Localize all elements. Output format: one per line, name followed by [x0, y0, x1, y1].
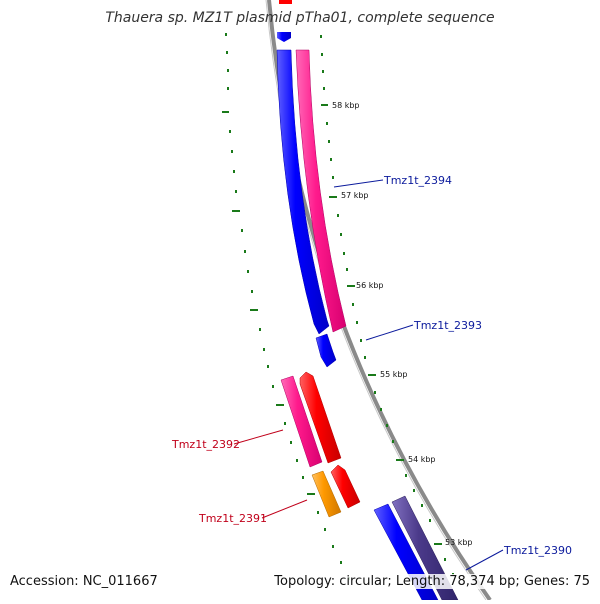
- leader-2394: [333, 179, 384, 188]
- scale-label-55: 55 kbp: [380, 370, 408, 379]
- scale-label-54: 54 kbp: [408, 455, 436, 464]
- gene-top-blue[interactable]: [277, 32, 291, 42]
- gene-pink-large[interactable]: [295, 49, 347, 333]
- scale-label-53: 53 kbp: [445, 538, 473, 547]
- gene-tmz1t-2392[interactable]: [299, 371, 342, 464]
- gene-label-2391[interactable]: Tmz1t_2391: [198, 512, 267, 525]
- scale-label-56: 56 kbp: [356, 281, 384, 290]
- leader-2390: [465, 549, 504, 571]
- scale-track: [320, 35, 454, 576]
- leader-2392: [233, 429, 284, 445]
- gene-pink-2392[interactable]: [280, 375, 323, 468]
- scale-label-58: 58 kbp: [332, 101, 360, 110]
- leader-2391: [261, 499, 308, 519]
- summary-text: Topology: circular; Length: 78,374 bp; G…: [274, 574, 590, 589]
- leader-2393: [365, 324, 414, 341]
- scale-label-57: 57 kbp: [341, 191, 369, 200]
- gene-label-2390[interactable]: Tmz1t_2390: [503, 544, 572, 557]
- gene-tmz1t-2394[interactable]: [276, 49, 330, 335]
- gene-label-2392[interactable]: Tmz1t_2392: [171, 438, 240, 451]
- accession-text: Accession: NC_011667: [10, 574, 158, 589]
- map-title: Thauera sp. MZ1T plasmid pTha01, complet…: [105, 10, 495, 26]
- gene-top-red[interactable]: [279, 0, 292, 4]
- gene-tmz1t-2391[interactable]: [311, 470, 342, 518]
- gene-label-2394[interactable]: Tmz1t_2394: [383, 174, 452, 187]
- gene-tmz1t-2393[interactable]: [315, 333, 337, 368]
- gene-label-2393[interactable]: Tmz1t_2393: [413, 319, 482, 332]
- gene-red-2391-neighbor[interactable]: [330, 464, 361, 509]
